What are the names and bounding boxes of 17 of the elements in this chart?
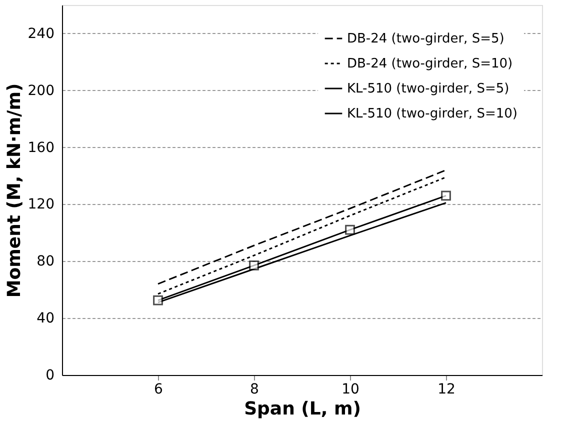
y-tick-label: 120 xyxy=(28,196,54,213)
x-tick-label: 10 xyxy=(342,382,360,398)
x-axis-title: Span (L, m) xyxy=(244,398,361,420)
y-tick-label: 80 xyxy=(36,254,54,270)
legend-label: DB-24 (two-girder, S=10) xyxy=(347,56,513,72)
y-tick-label: 200 xyxy=(28,82,54,99)
legend-label: DB-24 (two-girder, S=5) xyxy=(347,32,504,46)
y-axis-title: Moment (M, kN·m/m) xyxy=(4,83,25,298)
y-tick-label: 160 xyxy=(28,140,54,156)
y-tick-label: 0 xyxy=(46,368,54,384)
y-tick-label: 240 xyxy=(28,26,54,42)
legend-label: KL-510 (two-girder, S=10) xyxy=(347,106,518,122)
legend-label: KL-510 (two-girder, S=5) xyxy=(347,82,510,96)
x-tick-label: 6 xyxy=(154,382,164,398)
x-tick-label: 12 xyxy=(438,382,456,398)
y-tick-label: 40 xyxy=(36,310,54,327)
x-tick-label: 8 xyxy=(250,382,259,398)
